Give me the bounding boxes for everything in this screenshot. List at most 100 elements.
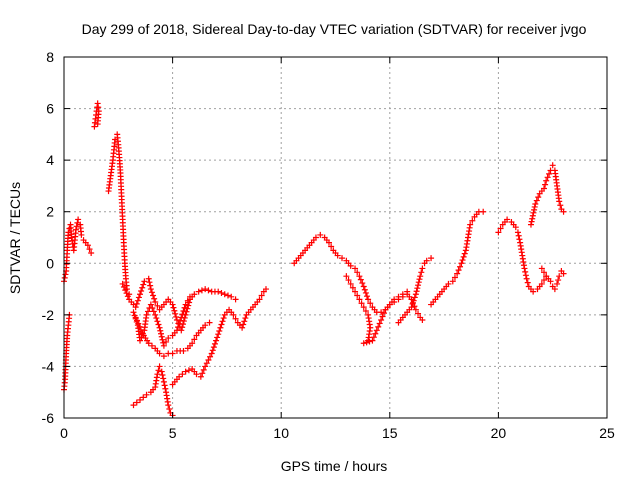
data-point: [179, 371, 186, 378]
data-point: [352, 265, 359, 272]
data-point: [175, 324, 182, 331]
series-trace-early-high: [61, 216, 95, 285]
data-point: [169, 301, 176, 308]
data-point: [202, 286, 209, 293]
data-point: [88, 249, 95, 256]
data-point: [156, 324, 163, 331]
data-point: [449, 278, 456, 285]
data-point: [158, 368, 165, 375]
data-point: [123, 290, 130, 297]
data-point: [160, 378, 167, 385]
data-point: [172, 310, 179, 317]
data-point: [191, 336, 198, 343]
series-trace-end-low: [538, 265, 567, 293]
data-point: [544, 174, 551, 181]
data-point: [144, 308, 151, 315]
data-point: [137, 326, 144, 333]
series-trace-day-20: [495, 216, 550, 295]
data-point: [459, 257, 466, 264]
data-point: [130, 402, 137, 409]
data-point: [480, 208, 487, 215]
data-point: [173, 313, 180, 320]
data-point: [156, 363, 163, 370]
data-point: [230, 311, 237, 318]
data-point: [213, 337, 220, 344]
data-point: [143, 391, 150, 398]
data-point: [218, 289, 225, 296]
data-point: [84, 242, 91, 249]
data-point: [182, 311, 189, 318]
data-point: [360, 283, 367, 290]
data-point: [514, 229, 521, 236]
data-point: [151, 295, 158, 302]
data-point: [189, 340, 196, 347]
data-point: [417, 273, 424, 280]
data-point: [133, 399, 140, 406]
data-point: [75, 216, 82, 223]
data-point: [370, 334, 377, 341]
data-point: [206, 319, 213, 326]
data-point: [155, 321, 162, 328]
series-trace-end-peak: [527, 162, 567, 228]
data-point: [119, 280, 126, 287]
data-point: [159, 336, 166, 343]
data-point: [418, 269, 425, 276]
data-point: [134, 297, 141, 304]
data-point: [495, 229, 502, 236]
data-point: [458, 260, 465, 267]
data-point: [556, 273, 563, 280]
data-point: [362, 289, 369, 296]
data-point: [173, 317, 180, 324]
data-point: [367, 300, 374, 307]
data-point: [428, 255, 435, 262]
data-point: [232, 296, 239, 303]
data-point: [191, 291, 198, 298]
data-point: [146, 279, 153, 286]
data-point: [356, 296, 363, 303]
y-tick-label: -4: [42, 358, 55, 374]
data-point: [357, 276, 364, 283]
data-point: [343, 273, 350, 280]
data-point: [529, 212, 536, 219]
data-point: [124, 293, 131, 300]
data-point: [451, 274, 458, 281]
data-point: [412, 291, 419, 298]
data-point: [349, 284, 356, 291]
data-point: [366, 338, 373, 345]
series-trace-late-small: [395, 255, 435, 326]
data-point: [522, 268, 529, 275]
data-point: [521, 265, 528, 272]
data-point: [150, 292, 157, 299]
data-point: [354, 269, 361, 276]
data-point: [139, 284, 146, 291]
data-point: [73, 223, 80, 230]
data-point: [160, 342, 167, 349]
data-point: [361, 286, 368, 293]
data-point: [135, 294, 142, 301]
data-point: [148, 289, 155, 296]
data-point: [541, 269, 548, 276]
data-point: [182, 368, 189, 375]
data-point: [158, 330, 165, 337]
data-point: [184, 305, 191, 312]
data-point: [199, 370, 206, 377]
data-point: [152, 311, 159, 318]
data-point: [411, 294, 418, 301]
data-point: [220, 315, 227, 322]
data-point: [524, 279, 531, 286]
x-tick-label: 0: [60, 425, 68, 441]
data-point: [138, 288, 145, 295]
data-point: [185, 367, 192, 374]
data-point: [352, 288, 359, 295]
data-point: [365, 296, 372, 303]
data-point: [546, 170, 553, 177]
data-point: [214, 334, 221, 341]
data-point: [395, 296, 402, 303]
data-point: [156, 350, 163, 357]
data-point: [457, 263, 464, 270]
data-point: [216, 327, 223, 334]
data-point: [554, 280, 561, 287]
data-point: [415, 279, 422, 286]
y-axis-label: SDTVAR / TECUs: [7, 182, 23, 294]
data-point: [358, 300, 365, 307]
